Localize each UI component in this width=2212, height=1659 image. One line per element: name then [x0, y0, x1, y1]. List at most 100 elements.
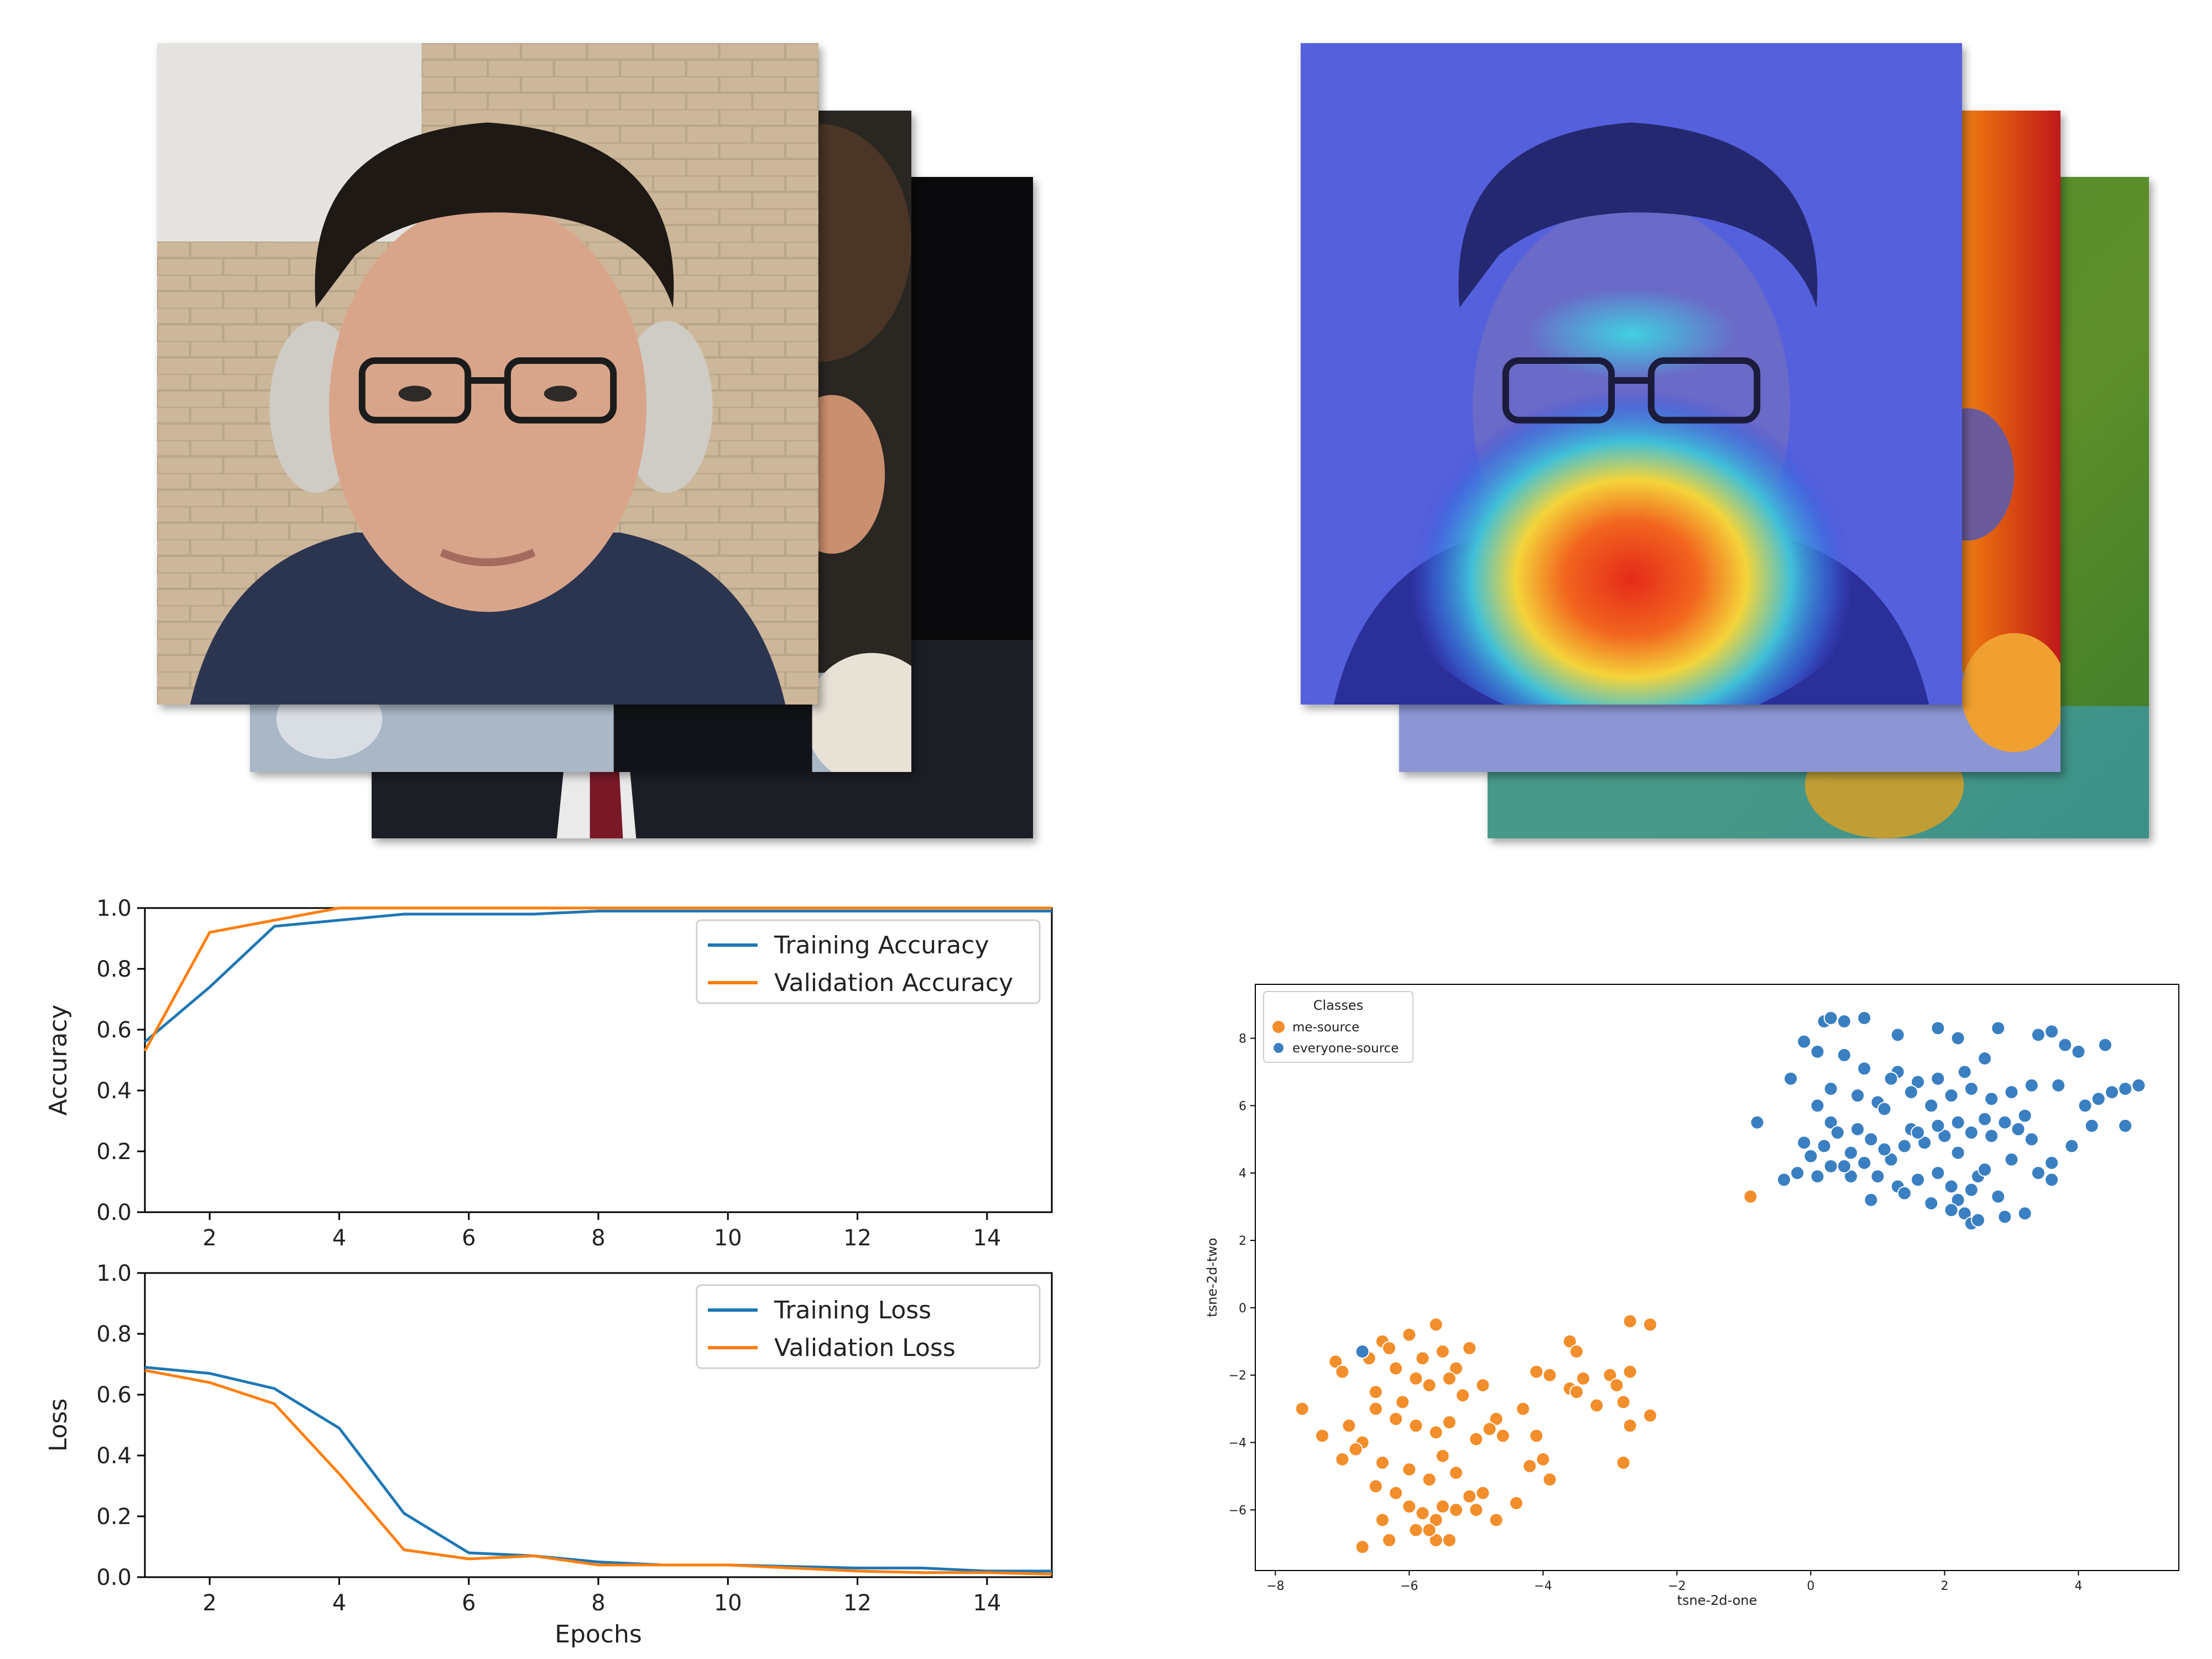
tsne-point-everyone-source-45 [2024, 1078, 2039, 1093]
loss-legend: Training Loss Validation Loss [696, 1284, 1041, 1369]
tsne-point-me-source-25 [1428, 1425, 1443, 1440]
tsne-x-tick-label-0: −8 [1266, 1579, 1284, 1593]
tsne-point-everyone-source-54 [2064, 1139, 2079, 1154]
tsne-point-everyone-source-0 [1355, 1344, 1370, 1359]
tsne-point-everyone-source-12 [1783, 1071, 1798, 1086]
tsne-point-everyone-source-16 [1823, 1010, 1838, 1025]
tsne-point-me-source-33 [1348, 1442, 1363, 1457]
tsne-point-me-source-27 [1389, 1411, 1404, 1426]
tsne-point-me-source-73 [1616, 1395, 1631, 1410]
tsne-point-me-source-66 [1569, 1344, 1584, 1359]
tsne-scatter-chart: −8 −6 −4 −2 0 2 4 −6 −4 −2 0 2 4 6 8 tsne-2d-one tsne… [1183, 973, 2190, 1615]
loss-y-tick-label-2: 0.4 [96, 1443, 132, 1469]
tsne-point-me-source-59 [1536, 1452, 1551, 1467]
tsne-point-everyone-source-43 [1984, 1092, 1999, 1107]
loss-y-axis-label: Loss [44, 1399, 72, 1452]
tsne-point-everyone-source-97 [1877, 1102, 1892, 1117]
tsne-point-everyone-source-96 [1837, 1159, 1851, 1173]
tsne-point-everyone-source-9 [1823, 1115, 1838, 1130]
acc-legend-frame [696, 919, 1041, 1004]
loss-x-tick-label-3: 8 [591, 1590, 605, 1616]
tsne-point-everyone-source-2 [1777, 1172, 1792, 1187]
tsne-point-everyone-source-75 [1857, 1155, 1872, 1170]
tsne-point-everyone-source-26 [2098, 1037, 2112, 1052]
loss-x-tick-label-0: 2 [202, 1590, 216, 1616]
acc-x-tick-label-2: 6 [462, 1225, 476, 1251]
tsne-x-tick-label-6: 4 [2074, 1579, 2082, 1593]
tsne-x-tick-label-5: 2 [1940, 1579, 1948, 1593]
tsne-point-me-source-43 [1449, 1503, 1464, 1517]
tsne-point-everyone-source-95 [1844, 1169, 1859, 1184]
tsne-point-me-source-56 [1408, 1522, 1423, 1537]
tsne-point-everyone-source-14 [1797, 1034, 1812, 1049]
tsne-legend-marker-everyone-source [1274, 1043, 1284, 1053]
tsne-point-everyone-source-33 [1857, 1061, 1872, 1076]
loss-legend-label-1: Validation Loss [774, 1334, 956, 1362]
tsne-point-me-source-20 [1489, 1411, 1504, 1426]
tsne-y-tick-label-1: −4 [1229, 1437, 1246, 1451]
tsne-point-everyone-source-74 [1844, 1145, 1859, 1160]
tsne-point-everyone-source-91 [2017, 1206, 2032, 1221]
loss-y-tick-label-5: 1.0 [96, 1261, 132, 1286]
tsne-point-everyone-source-50 [2118, 1081, 2133, 1096]
tsne-point-everyone-source-25 [2071, 1044, 2086, 1059]
tsne-point-everyone-source-73 [1850, 1121, 1865, 1136]
tsne-point-me-source-65 [1562, 1334, 1577, 1349]
tsne-point-everyone-source-18 [1857, 1010, 1872, 1025]
tsne-point-me-source-7 [1389, 1361, 1404, 1376]
acc-x-tick-label-1: 4 [332, 1225, 346, 1251]
loss-y-tick-label-4: 0.8 [96, 1322, 132, 1347]
tsne-point-me-source-39 [1462, 1489, 1477, 1504]
tsne-point-me-source-41 [1489, 1512, 1504, 1527]
tsne-legend: Classes me-source everyone-source [1263, 991, 1413, 1063]
accuracy-y-axis-label: Accuracy [44, 1005, 72, 1116]
tsne-point-everyone-source-23 [2031, 1027, 2046, 1042]
tsne-legend-marker-me-source [1272, 1021, 1285, 1033]
tsne-point-everyone-source-10 [1810, 1098, 1825, 1113]
tsne-point-everyone-source-52 [2118, 1118, 2133, 1133]
tsne-point-everyone-source-19 [1890, 1027, 1905, 1042]
tsne-y-tick-label-4: 2 [1239, 1234, 1246, 1248]
tsne-x-tick-label-3: −2 [1668, 1579, 1686, 1593]
acc-x-tick-label-5: 12 [843, 1225, 872, 1251]
tsne-point-me-source-47 [1402, 1499, 1417, 1514]
acc-legend-label-1: Validation Accuracy [774, 969, 1013, 997]
tsne-point-me-source-11 [1435, 1344, 1450, 1359]
acc-x-tick-label-3: 8 [591, 1225, 605, 1251]
tsne-point-me-source-78 [1642, 1317, 1657, 1332]
tsne-point-everyone-source-61 [1984, 1129, 1999, 1144]
accuracy-chart: 2 4 6 8 10 12 14 0.0 0.2 0.4 0.6 0.8 1.0 Accuracy T… [33, 885, 1073, 1272]
tsne-point-me-source-14 [1442, 1371, 1457, 1386]
tsne-point-everyone-source-69 [1897, 1139, 1912, 1154]
tsne-point-everyone-source-55 [2044, 1155, 2059, 1170]
tsne-point-everyone-source-87 [1957, 1206, 1972, 1221]
tsne-point-me-source-32 [1335, 1452, 1350, 1467]
loss-x-tick-label-4: 10 [714, 1590, 742, 1616]
tsne-point-me-source-57 [1509, 1496, 1524, 1511]
loss-x-tick-label-2: 6 [462, 1590, 476, 1616]
tsne-point-everyone-source-78 [1911, 1172, 1926, 1187]
tsne-point-me-source-22 [1482, 1422, 1497, 1437]
tsne-point-everyone-source-86 [1997, 1209, 2012, 1224]
tsne-point-me-source-44 [1435, 1499, 1450, 1514]
tsne-point-me-source-52 [1382, 1533, 1397, 1548]
tsne-point-me-source-74 [1623, 1418, 1637, 1433]
tsne-y-axis-label: tsne-2d-two [1204, 1238, 1220, 1317]
tsne-point-me-source-12 [1449, 1361, 1464, 1376]
tsne-point-everyone-source-67 [1917, 1135, 1932, 1150]
tsne-point-me-source-16 [1408, 1371, 1423, 1386]
tsne-legend-title: Classes [1313, 998, 1363, 1013]
tsne-point-me-source-48 [1389, 1485, 1404, 1500]
tsne-y-tick-label-6: 6 [1239, 1099, 1246, 1113]
tsne-legend-label-everyone-source: everyone-source [1292, 1041, 1399, 1056]
tsne-point-everyone-source-40 [1924, 1098, 1939, 1113]
tsne-point-me-source-18 [1455, 1388, 1470, 1403]
tsne-point-me-source-8 [1402, 1327, 1417, 1342]
tsne-point-me-source-23 [1469, 1432, 1484, 1447]
tsne-point-me-source-24 [1442, 1415, 1457, 1430]
tsne-y-tick-label-7: 8 [1239, 1032, 1246, 1046]
tsne-point-me-source-21 [1495, 1428, 1510, 1443]
tsne-point-me-source-79 [1623, 1364, 1637, 1379]
tsne-point-everyone-source-62 [1978, 1112, 1992, 1126]
photo-front-face [157, 43, 818, 705]
